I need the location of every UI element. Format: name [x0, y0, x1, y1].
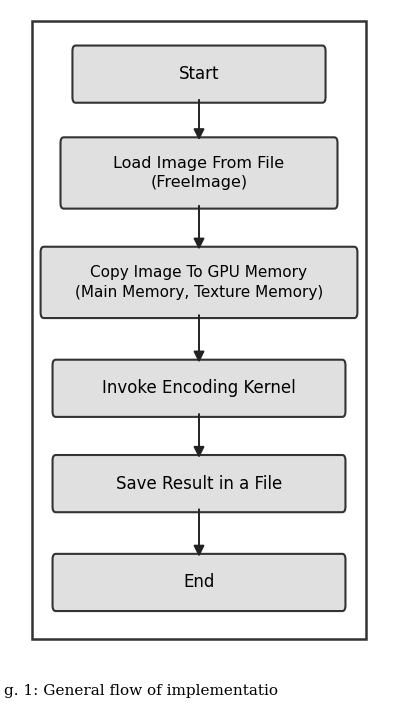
FancyBboxPatch shape	[53, 455, 345, 513]
FancyBboxPatch shape	[53, 359, 345, 417]
Text: Load Image From File
(FreeImage): Load Image From File (FreeImage)	[113, 155, 285, 191]
FancyBboxPatch shape	[60, 137, 338, 209]
Text: End: End	[183, 573, 215, 592]
Text: Start: Start	[179, 65, 219, 83]
Text: g. 1: General flow of implementatio: g. 1: General flow of implementatio	[4, 683, 278, 698]
FancyBboxPatch shape	[53, 554, 345, 611]
Text: Copy Image To GPU Memory
(Main Memory, Texture Memory): Copy Image To GPU Memory (Main Memory, T…	[75, 265, 323, 300]
FancyBboxPatch shape	[41, 247, 357, 318]
Bar	[32, 21, 366, 639]
Text: Invoke Encoding Kernel: Invoke Encoding Kernel	[102, 379, 296, 397]
Text: Save Result in a File: Save Result in a File	[116, 474, 282, 493]
FancyBboxPatch shape	[72, 45, 326, 102]
